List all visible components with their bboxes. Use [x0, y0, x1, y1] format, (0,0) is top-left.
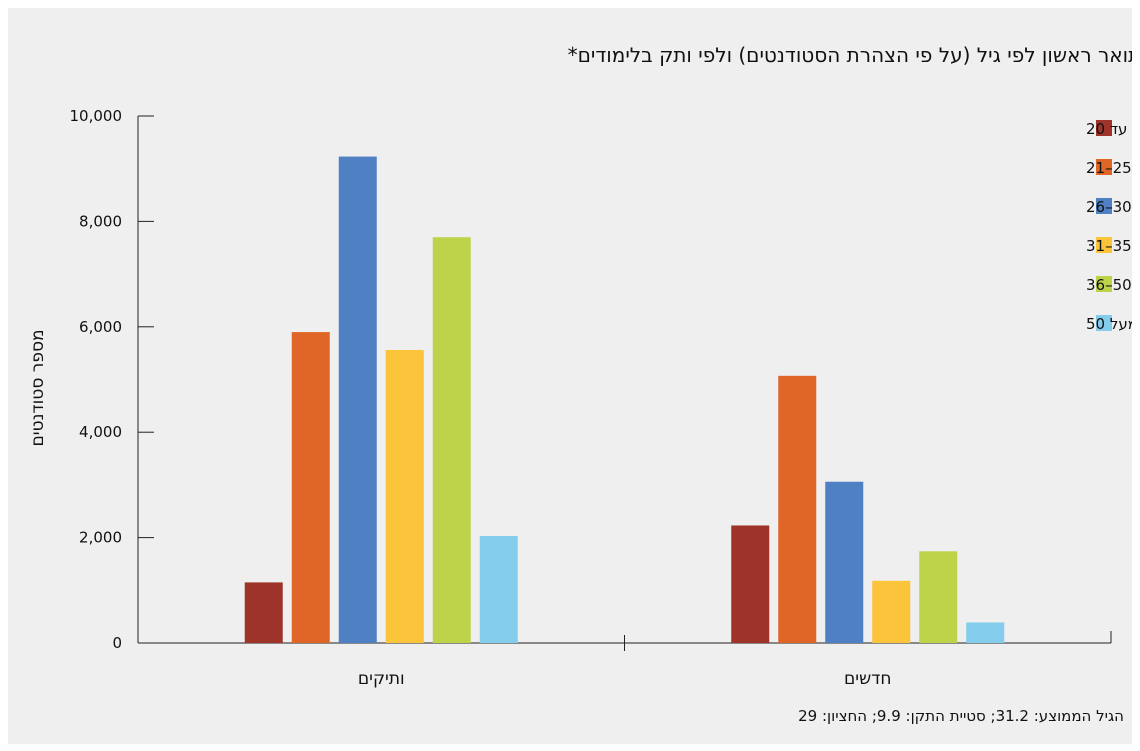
chart-panel: התפלגות הסטודנטים לתואר ראשון לפי גיל (ע…: [8, 8, 1132, 744]
bar: [731, 525, 770, 643]
legend-label: 25–21: [1086, 159, 1132, 177]
y-tick-label: 8,000: [79, 212, 122, 230]
y-tick-label: 10,000: [70, 107, 123, 125]
legend-swatch: [1096, 198, 1112, 214]
y-tick-label: 2,000: [79, 529, 122, 547]
legend-swatch: [1096, 315, 1112, 331]
legend: עד 20 25–21 30–26 35–31 50–36 מעל 50: [1086, 120, 1132, 333]
legend-label: מעל 50: [1086, 315, 1132, 333]
bar: [825, 481, 864, 643]
plot-area: 0 2,000 4,000 6,000 8,000 10,000 חדשים ותיקים: [70, 107, 1112, 689]
bar: [432, 237, 471, 643]
y-axis-label: מספר סטודנטים: [28, 329, 48, 446]
bar: [338, 156, 377, 644]
bar: [479, 536, 518, 643]
legend-label: 35–31: [1086, 237, 1132, 255]
legend-swatch: [1096, 120, 1112, 136]
x-category-label: ותיקים: [358, 669, 405, 689]
bar: [385, 349, 424, 643]
bar-chart: התפלגות הסטודנטים לתואר ראשון לפי גיל (ע…: [28, 43, 1132, 725]
legend-label: 30–26: [1086, 198, 1132, 216]
y-tick-label: 4,000: [79, 423, 122, 441]
x-category-label: חדשים: [844, 669, 892, 689]
bar: [778, 375, 817, 643]
legend-label: 50–36: [1086, 276, 1132, 294]
legend-swatch: [1096, 159, 1112, 175]
bar: [919, 551, 958, 643]
legend-swatch: [1096, 237, 1112, 253]
bar: [244, 582, 283, 643]
bar: [966, 622, 1005, 643]
chart-title: התפלגות הסטודנטים לתואר ראשון לפי גיל (ע…: [568, 43, 1132, 67]
bar: [291, 332, 330, 643]
y-tick-label: 6,000: [79, 318, 122, 336]
footnote: הגיל הממוצע: 31.2; סטיית התקן: 9.9; החצי…: [798, 707, 1124, 725]
legend-label: עד 20: [1086, 120, 1127, 138]
y-tick-label: 0: [112, 634, 122, 652]
bar: [872, 580, 911, 643]
legend-swatch: [1096, 276, 1112, 292]
